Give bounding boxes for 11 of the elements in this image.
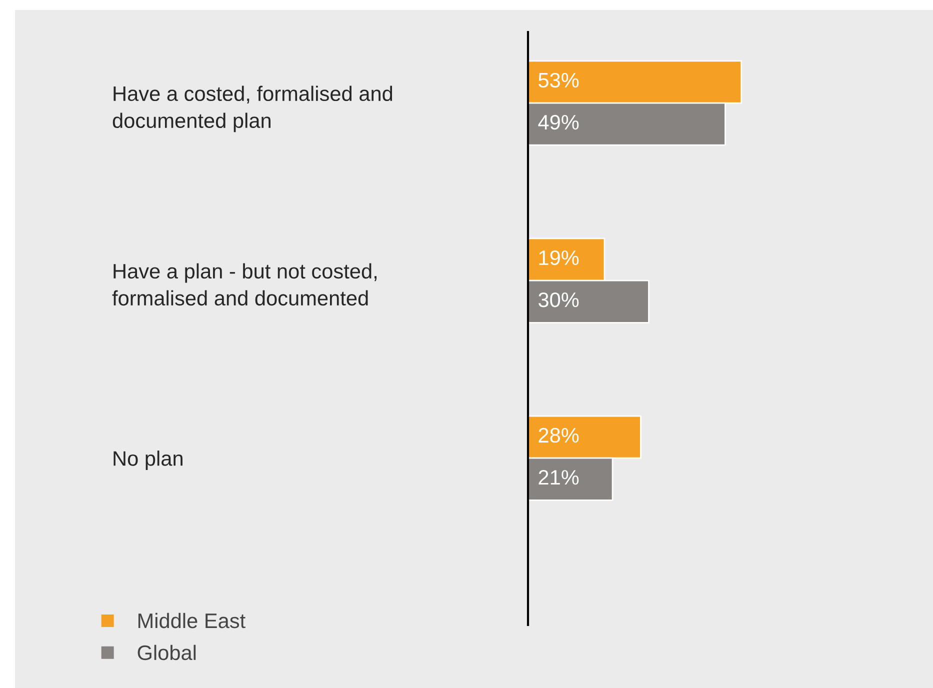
data-label: 28% bbox=[538, 428, 579, 443]
legend-label: Global bbox=[138, 644, 196, 660]
y-tick-label: No plan bbox=[114, 450, 182, 470]
data-label: 21% bbox=[538, 470, 579, 485]
legend-label: Middle East bbox=[138, 612, 246, 628]
data-label: 30% bbox=[538, 292, 579, 308]
y-tick-label: Have a costed, formalised and documented plan bbox=[112, 86, 392, 132]
data-label: 19% bbox=[539, 250, 579, 266]
y-tick-label: Have a plan - but not costed, formalised and documented bbox=[112, 263, 376, 306]
data-label: 53% bbox=[538, 72, 579, 88]
data-label: 49% bbox=[538, 114, 579, 130]
